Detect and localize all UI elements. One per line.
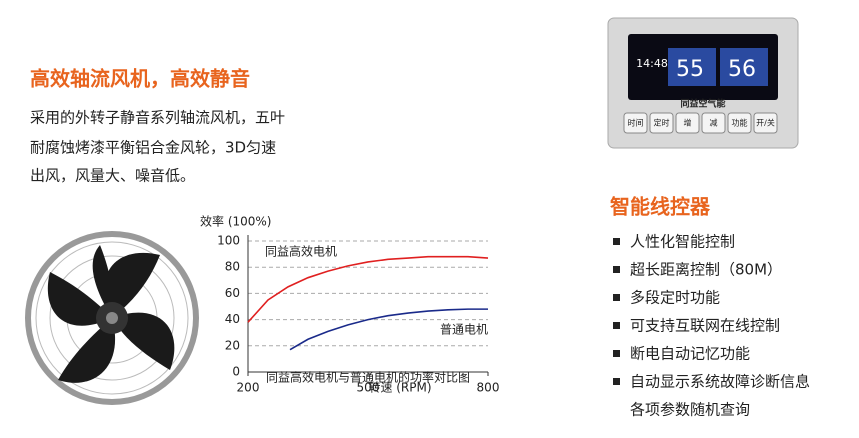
desc: 出风，风量大、噪音低。 bbox=[30, 167, 195, 185]
bullet bbox=[613, 350, 620, 357]
ctrl-button bbox=[727, 112, 752, 134]
y-tick-label: 100 bbox=[217, 234, 240, 248]
y-tick-label: 40 bbox=[225, 312, 240, 326]
feature-item: 自动显示系统故障诊断信息 bbox=[630, 373, 810, 391]
feature-item: 多段定时功能 bbox=[630, 289, 720, 307]
desc: 采用的外转子静音系列轴流风机，五叶 bbox=[30, 109, 285, 127]
ctrl-button bbox=[649, 112, 674, 134]
ctrl-button-label: 定时 bbox=[654, 118, 670, 128]
controller: 14:48 55 56 同益空气能 时间 定时 增 减 功能 开/关 bbox=[607, 17, 799, 149]
x-tick-label: 500 bbox=[357, 381, 380, 395]
ctrl-brand: 同益空气能 bbox=[680, 98, 725, 110]
y-tick-label: 80 bbox=[225, 260, 240, 274]
bullet bbox=[613, 238, 620, 245]
ctrl-button bbox=[701, 112, 726, 134]
feature-item: 超长距离控制（80M） bbox=[630, 261, 782, 279]
y-tick-label: 20 bbox=[225, 338, 240, 352]
feature-item: 各项参数随机查询 bbox=[630, 401, 750, 419]
ctrl-temp: 56 bbox=[728, 57, 756, 82]
desc: 耐腐蚀烤漆平衡铝合金风轮，3D匀速 bbox=[30, 139, 276, 157]
series-label: 普通电机 bbox=[440, 323, 488, 337]
y-tick-label: 0 bbox=[232, 365, 240, 379]
features-title: 智能线控器 bbox=[610, 195, 711, 219]
ctrl-time: 14:48 bbox=[636, 57, 668, 70]
x-axis-label: 转速 (RPM) bbox=[368, 380, 431, 395]
ctrl-button-label: 时间 bbox=[628, 118, 644, 128]
bullet bbox=[613, 322, 620, 329]
ctrl-button bbox=[623, 112, 648, 134]
ctrl-button-label: 减 bbox=[710, 118, 718, 128]
feature-item: 断电自动记忆功能 bbox=[630, 345, 750, 363]
bullet bbox=[613, 294, 620, 301]
feature-item: 可支持互联网在线控制 bbox=[630, 317, 780, 335]
ctrl-button bbox=[753, 112, 778, 134]
bullet bbox=[613, 378, 620, 385]
ctrl-temp: 55 bbox=[676, 57, 704, 82]
x-tick-label: 800 bbox=[477, 381, 500, 395]
series-label: 同益高效电机 bbox=[265, 244, 337, 259]
ctrl-button-label: 开/关 bbox=[756, 118, 775, 128]
y-tick-label: 60 bbox=[225, 286, 240, 300]
series-line bbox=[289, 308, 488, 351]
heading: 高效轴流风机，高效静音 bbox=[30, 67, 250, 91]
bullet bbox=[613, 266, 620, 273]
fan bbox=[25, 231, 199, 405]
x-tick-label: 200 bbox=[237, 381, 260, 395]
ctrl-button-label: 功能 bbox=[732, 118, 748, 128]
ctrl-button-label: 增 bbox=[684, 118, 692, 128]
chart-caption: 同益高效电机与普通电机的功率对比图 bbox=[266, 370, 470, 385]
feature-item: 人性化智能控制 bbox=[630, 233, 735, 251]
y-axis-label: 效率 (100%) bbox=[200, 214, 272, 229]
ctrl-button bbox=[675, 112, 700, 134]
series-line bbox=[247, 255, 489, 323]
